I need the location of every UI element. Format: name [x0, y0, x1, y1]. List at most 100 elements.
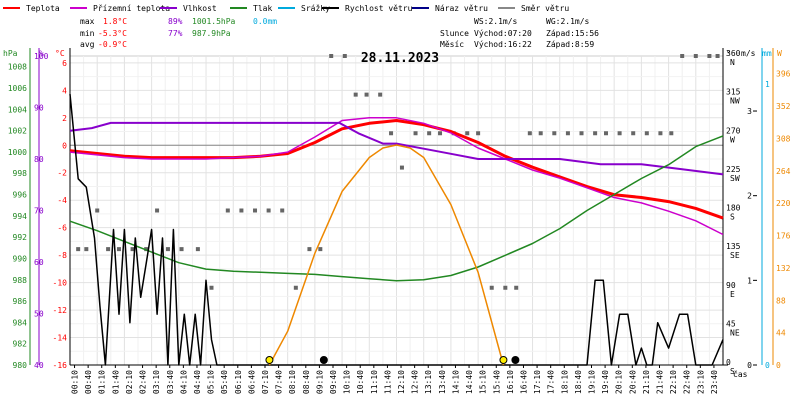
temp-tick-label: 2	[62, 114, 67, 123]
x-tick-label: 03:10	[152, 370, 161, 394]
sun-rise: Východ:07:20	[474, 29, 532, 38]
legend-item: Směr větru	[498, 4, 569, 13]
direction-tick-label: 135	[726, 242, 741, 251]
x-tick-label: 01:40	[111, 370, 120, 394]
x-tick-label: 15:10	[479, 370, 488, 394]
direction-point	[165, 247, 170, 252]
stat-max-hum: 89%	[168, 17, 183, 26]
temp-tick-label: -8	[57, 251, 67, 260]
moon-label: Měsíc	[440, 40, 464, 49]
rain-tick-label: 1	[765, 80, 770, 89]
x-tick-label: 14:10	[451, 370, 460, 394]
x-tick-label: 06:40	[247, 370, 256, 394]
stat-avg-label: avg	[80, 40, 95, 49]
direction-point	[489, 285, 494, 290]
direction-point	[565, 131, 570, 136]
x-tick-label: 23:10	[696, 370, 705, 394]
pressure-tick-label: 1000	[8, 148, 27, 157]
direction-point	[680, 54, 685, 58]
pressure-tick-label: 998	[13, 169, 28, 178]
x-tick-label: 14:40	[465, 370, 474, 394]
direction-tick-label: 225	[726, 165, 741, 174]
stat-max-rain: 0.0mm	[253, 17, 277, 26]
solar-tick-label: 264	[776, 167, 791, 176]
direction-point	[266, 208, 271, 213]
stat-avg-temp: -0.9°C	[98, 40, 127, 49]
legend-item: Srážky	[278, 4, 330, 13]
legend-item: Přízemní teplota	[70, 4, 170, 13]
x-tick-label: 07:40	[275, 370, 284, 394]
x-tick-label: 07:10	[261, 370, 270, 394]
pressure-tick-label: 992	[13, 233, 28, 242]
humidity-tick-label: 90	[34, 104, 44, 113]
pressure-tick-label: 1006	[8, 84, 27, 93]
stat-min-press: 987.9hPa	[192, 29, 231, 38]
sunset-marker	[499, 356, 508, 364]
solar-tick-label: 176	[776, 232, 791, 241]
x-tick-label: 22:10	[669, 370, 678, 394]
pressure-tick-label: 990	[13, 254, 28, 263]
direction-tick-label: 90	[726, 281, 736, 290]
legend-label: Teplota	[26, 4, 60, 13]
x-tick-label: 19:40	[601, 370, 610, 394]
direction-point	[239, 208, 244, 213]
stat-min-hum: 77%	[168, 29, 183, 38]
x-tick-label: 18:40	[574, 370, 583, 394]
direction-point	[225, 208, 230, 213]
direction-point	[144, 247, 149, 252]
legend: Teplota Přízemní teplota Vlhkost Tlak Srážky…	[3, 4, 569, 13]
stat-max-temp: 1.8°C	[103, 17, 127, 26]
direction-point	[707, 54, 712, 58]
x-tick-label: 04:40	[193, 370, 202, 394]
direction-point	[293, 285, 298, 290]
direction-tick-label: NE	[730, 328, 740, 337]
x-tick-label: 04:10	[179, 370, 188, 394]
sunrise-marker	[265, 356, 274, 364]
direction-point	[179, 247, 184, 252]
direction-tick-label: 270	[726, 126, 741, 135]
temp-tick-label: -16	[53, 361, 68, 370]
direction-point	[378, 92, 383, 97]
x-tick-label: 15:40	[492, 370, 501, 394]
solar-unit: W	[777, 49, 782, 58]
temp-tick-label: -6	[57, 224, 67, 233]
direction-point	[476, 131, 481, 136]
moonrise-marker	[511, 356, 520, 364]
humidity-tick-label: 70	[34, 207, 44, 216]
series-line	[69, 121, 724, 176]
pressure-tick-label: 988	[13, 276, 28, 285]
direction-point	[329, 54, 334, 58]
x-tick-label: 03:40	[166, 370, 175, 394]
direction-point	[593, 131, 598, 136]
x-tick-label: 22:40	[683, 370, 692, 394]
x-tick-label: 06:10	[234, 370, 243, 394]
direction-point	[438, 131, 443, 136]
x-tick-label: 09:40	[329, 370, 338, 394]
direction-point	[76, 247, 81, 252]
x-tick-label: 21:10	[642, 370, 651, 394]
direction-point	[318, 247, 323, 252]
direction-point	[538, 131, 543, 136]
x-tick-label: 00:40	[84, 370, 93, 394]
direction-point	[84, 247, 89, 252]
direction-point	[669, 131, 674, 136]
wind-speed-tick-label: 3	[747, 107, 752, 116]
x-tick-label: 02:40	[139, 370, 148, 394]
temp-tick-label: -12	[53, 306, 68, 315]
legend-item: Vlhkost	[160, 4, 217, 13]
legend-item: Tlak	[230, 4, 272, 13]
direction-point	[364, 92, 369, 97]
direction-tick-label: 0	[726, 358, 731, 367]
x-tick-label: 17:40	[547, 370, 556, 394]
solar-tick-label: 308	[776, 134, 791, 143]
humidity-unit: %	[39, 49, 44, 58]
grid	[69, 55, 724, 366]
stat-max-press: 1001.5hPa	[192, 17, 236, 26]
solar-tick-label: 220	[776, 199, 791, 208]
legend-label: Náraz větru	[435, 4, 488, 13]
direction-point	[427, 131, 432, 136]
direction-point	[552, 131, 557, 136]
x-tick-label: 19:10	[587, 370, 596, 394]
x-tick-label: 00:10	[71, 370, 80, 394]
